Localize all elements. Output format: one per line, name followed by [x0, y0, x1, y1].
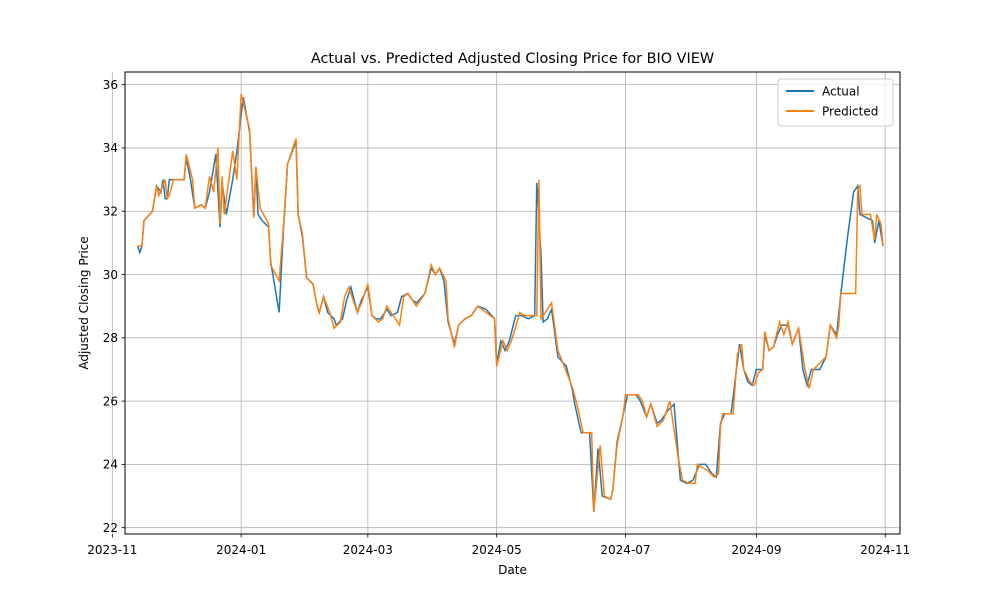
x-tick-label: 2023-11: [87, 543, 137, 557]
y-tick-label: 22: [103, 521, 118, 535]
legend-label-predicted: Predicted: [822, 105, 878, 119]
x-tick-label: 2024-09: [731, 543, 781, 557]
y-tick-label: 30: [103, 268, 118, 282]
y-axis-label: Adjusted Closing Price: [77, 236, 91, 369]
y-tick-label: 32: [103, 205, 118, 219]
x-tick-label: 2024-05: [472, 543, 522, 557]
x-tick-label: 2024-01: [216, 543, 266, 557]
series-lines: [136, 93, 884, 512]
y-tick-label: 28: [103, 331, 118, 345]
y-axis: 22 24 26 28 30 32 34 36: [103, 78, 125, 535]
y-tick-label: 34: [103, 141, 118, 155]
x-axis-label: Date: [498, 563, 527, 577]
series-line-predicted: [137, 93, 884, 512]
legend: Actual Predicted: [777, 78, 894, 127]
x-tick-label: 2024-07: [600, 543, 650, 557]
y-tick-label: 26: [103, 394, 118, 408]
y-tick-label: 36: [103, 78, 118, 92]
x-axis: 2023-11 2024-01 2024-03 2024-05 2024-07 2024-…: [87, 534, 910, 557]
x-tick-label: 2024-11: [860, 543, 910, 557]
y-tick-label: 24: [103, 458, 118, 472]
chart-title: Actual vs. Predicted Adjusted Closing Pr…: [311, 51, 714, 67]
legend-label-actual: Actual: [822, 85, 860, 99]
plot-area-frame: [124, 71, 901, 535]
x-tick-label: 2024-03: [343, 543, 393, 557]
